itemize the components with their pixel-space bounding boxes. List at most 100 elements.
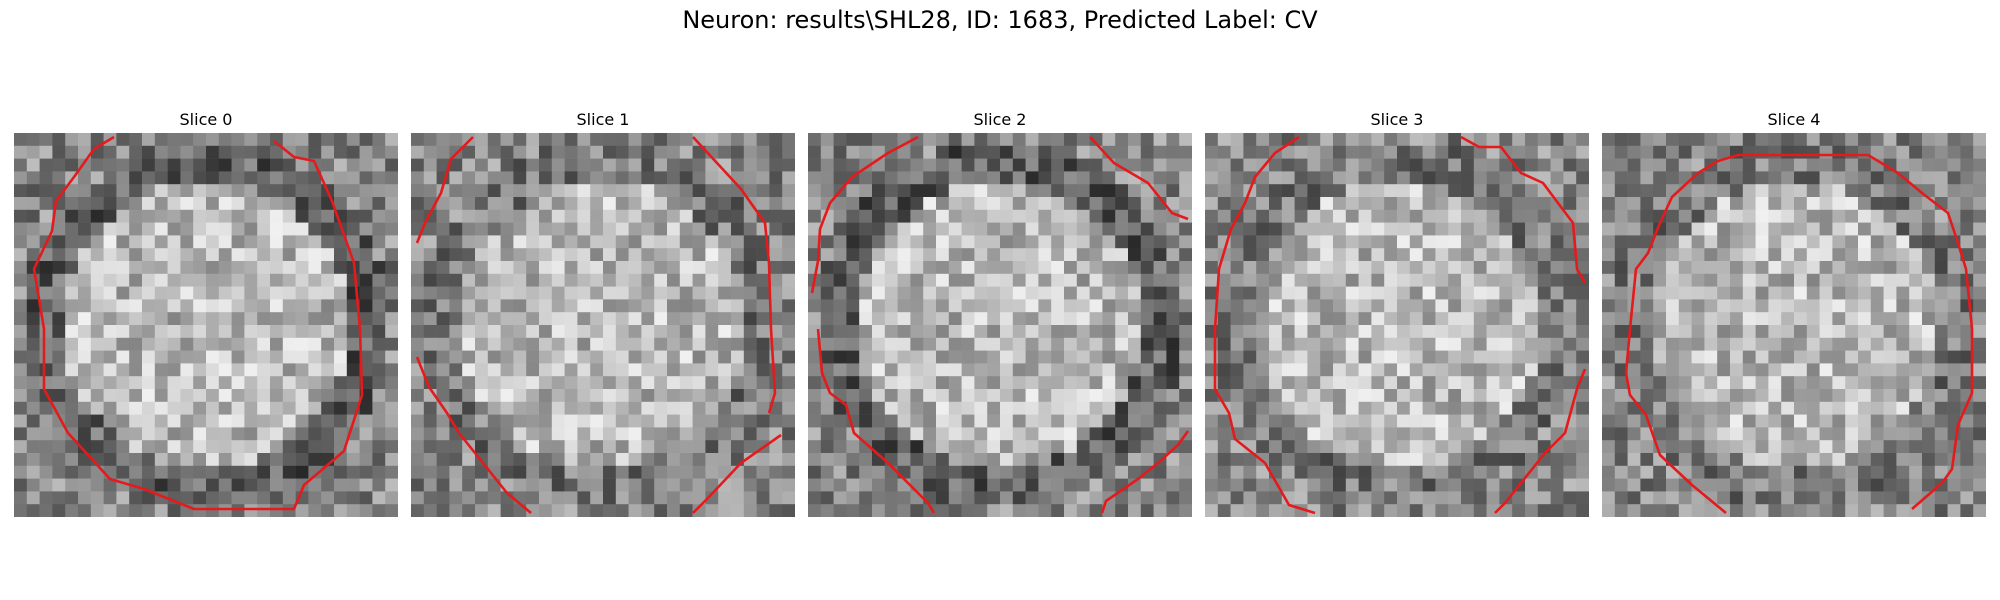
pixel	[193, 171, 207, 185]
pixel	[1051, 350, 1065, 364]
pixel	[872, 427, 886, 441]
pixel	[39, 158, 53, 172]
pixel	[90, 222, 104, 236]
pixel	[231, 273, 245, 287]
pixel	[1691, 222, 1705, 236]
pixel	[346, 350, 360, 364]
pixel	[769, 440, 783, 454]
pixel	[1806, 158, 1820, 172]
pixel	[654, 453, 668, 467]
pixel	[1473, 133, 1487, 147]
pixel	[1486, 427, 1500, 441]
pixel	[154, 325, 168, 339]
pixel	[1576, 465, 1589, 479]
pixel	[782, 453, 795, 467]
pixel	[423, 465, 437, 479]
pixel	[1602, 401, 1616, 415]
pixel	[1089, 350, 1103, 364]
pixel	[987, 197, 1001, 211]
pixel	[295, 248, 309, 262]
pixel	[833, 286, 847, 300]
pixel	[129, 273, 143, 287]
pixel	[487, 235, 501, 249]
pixel	[1691, 350, 1705, 364]
pixel	[846, 209, 860, 223]
pixel	[1730, 261, 1744, 275]
pixel	[1550, 312, 1564, 326]
pixel	[974, 184, 988, 198]
pixel	[936, 363, 950, 377]
pixel	[308, 427, 322, 441]
pixel	[1525, 184, 1539, 198]
pixel	[1614, 261, 1628, 275]
pixel	[1730, 504, 1744, 517]
pixel	[449, 184, 463, 198]
pixel	[1153, 273, 1167, 287]
pixel	[1627, 376, 1641, 390]
pixel	[1512, 440, 1526, 454]
pixel	[26, 248, 40, 262]
pixel	[808, 312, 822, 326]
pixel	[692, 133, 706, 147]
pixel	[1140, 312, 1154, 326]
pixel	[936, 325, 950, 339]
pixel	[1102, 427, 1116, 441]
pixel	[667, 158, 681, 172]
pixel	[1243, 261, 1257, 275]
pixel	[526, 133, 540, 147]
pixel	[1960, 133, 1974, 147]
pixel	[756, 337, 770, 351]
pixel	[1422, 389, 1436, 403]
pixel	[334, 325, 348, 339]
pixel	[436, 286, 450, 300]
pixel	[1281, 465, 1295, 479]
pixel	[1115, 209, 1129, 223]
pixel	[244, 184, 258, 198]
pixel	[756, 350, 770, 364]
pixel	[615, 401, 629, 415]
pixel	[346, 171, 360, 185]
pixel	[1102, 312, 1116, 326]
pixel	[1038, 325, 1052, 339]
pixel	[1473, 478, 1487, 492]
pixel	[1397, 325, 1411, 339]
pixel	[1845, 504, 1859, 517]
pixel	[1537, 209, 1551, 223]
pixel	[257, 171, 271, 185]
pixel	[103, 197, 117, 211]
pixel	[974, 261, 988, 275]
pixel	[1166, 171, 1180, 185]
pixel	[1025, 337, 1039, 351]
pixel	[743, 491, 757, 505]
pixel	[167, 235, 181, 249]
pixel	[449, 325, 463, 339]
pixel	[1678, 273, 1692, 287]
pixel	[116, 171, 130, 185]
pixel	[1858, 350, 1872, 364]
pixel	[65, 440, 79, 454]
pixel	[846, 504, 860, 517]
pixel	[808, 363, 822, 377]
pixel	[1409, 261, 1423, 275]
pixel	[1755, 286, 1769, 300]
pixel	[346, 440, 360, 454]
pixel	[1640, 158, 1654, 172]
pixel	[257, 197, 271, 211]
pixel	[1384, 299, 1398, 313]
pixel	[1653, 184, 1667, 198]
pixel	[1397, 363, 1411, 377]
pixel	[1384, 145, 1398, 159]
pixel	[1537, 337, 1551, 351]
pixel	[1461, 376, 1475, 390]
pixel	[1153, 158, 1167, 172]
pixel	[1205, 261, 1219, 275]
pixel	[1294, 465, 1308, 479]
pixel	[1640, 273, 1654, 287]
pixel	[513, 376, 527, 390]
pixel	[910, 325, 924, 339]
pixel	[974, 235, 988, 249]
pixel	[961, 273, 975, 287]
pixel	[359, 427, 373, 441]
pixel	[1128, 427, 1142, 441]
pixel	[1806, 350, 1820, 364]
